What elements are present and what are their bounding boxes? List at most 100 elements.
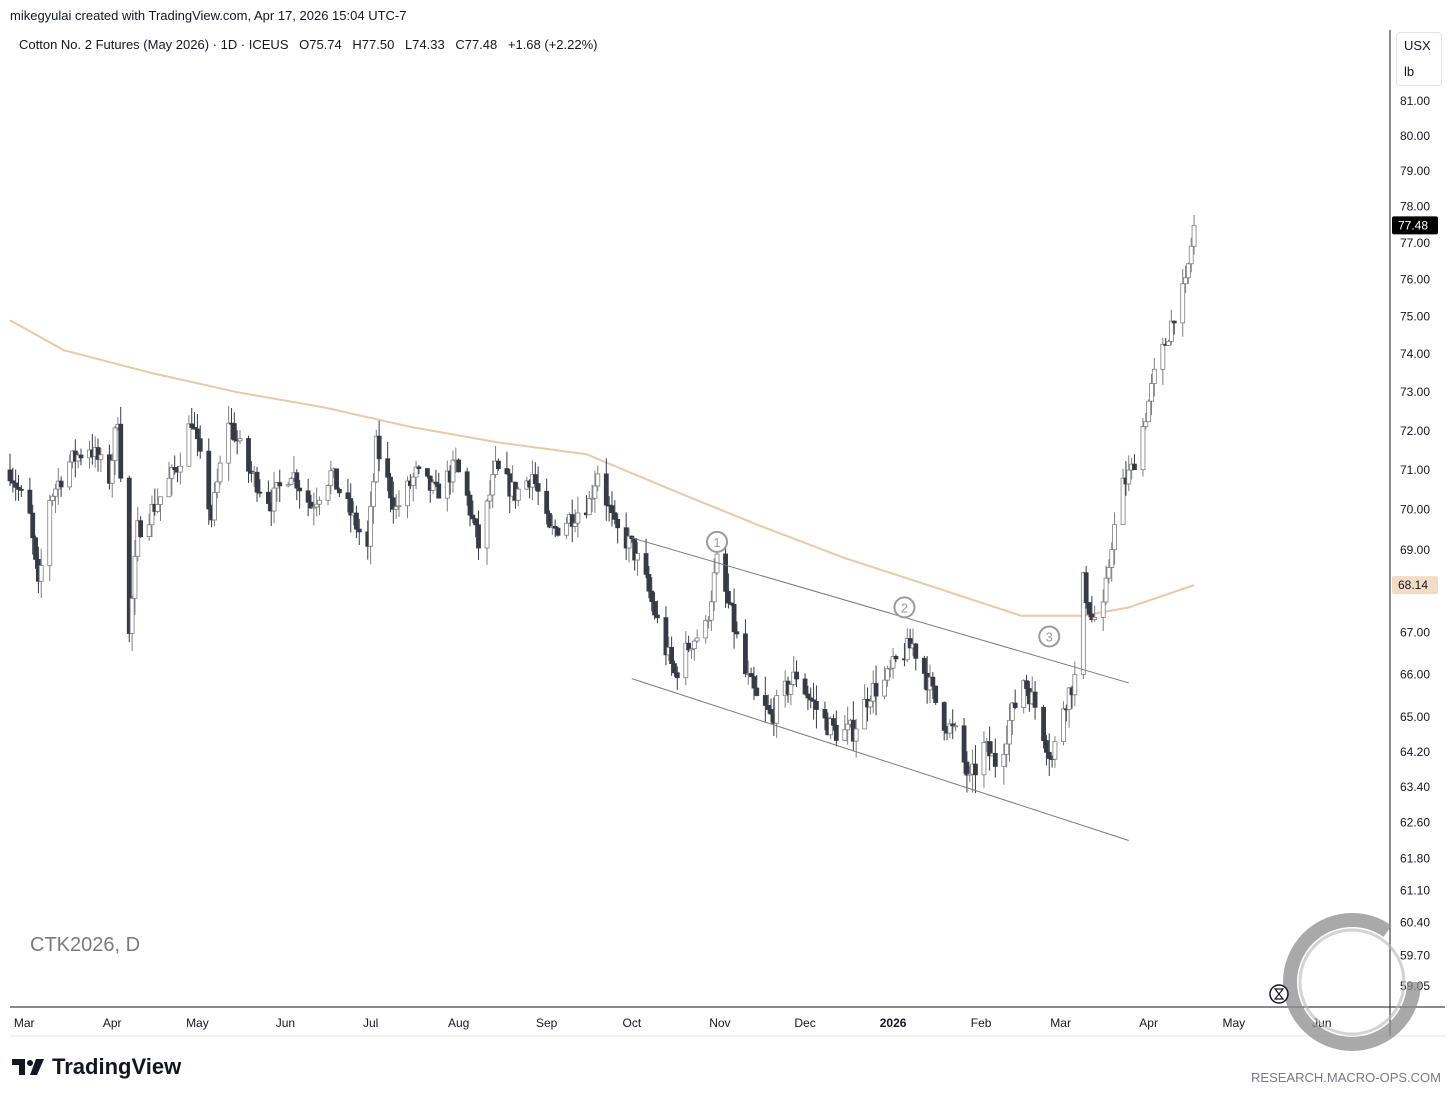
legend-title: Cotton No. 2 Futures (May 2026) · 1D · I… <box>19 37 289 52</box>
time-axis[interactable]: Mar Apr May Jun Jul Aug Sep Oct Nov Dec 2026 Feb Mar… <box>14 1016 1332 1030</box>
candle <box>734 621 740 639</box>
candle <box>1089 596 1095 623</box>
wave-marker[interactable]: 3 <box>1038 625 1061 648</box>
candle <box>47 494 53 581</box>
candle <box>691 639 697 661</box>
y-tick-label: 73.00 <box>1400 385 1430 399</box>
candle <box>643 538 649 579</box>
candle <box>973 745 978 794</box>
candle <box>1044 735 1049 766</box>
y-tick-label: 71.00 <box>1400 463 1430 477</box>
candle <box>294 469 300 501</box>
candle <box>768 698 774 723</box>
y-tick-label: 62.60 <box>1400 816 1430 830</box>
candle <box>1168 309 1174 345</box>
candle <box>484 499 490 565</box>
candle <box>7 453 13 486</box>
candle <box>1160 337 1166 385</box>
moving-average-layer <box>9 319 1195 617</box>
legend-close: C77.48 <box>455 37 498 52</box>
candle <box>589 484 595 513</box>
candle <box>1004 725 1010 768</box>
candle <box>385 441 391 492</box>
candle <box>186 415 192 467</box>
candle <box>1166 339 1171 346</box>
candle <box>1120 468 1126 525</box>
candle <box>646 565 652 599</box>
y-tick-label: 64.20 <box>1400 745 1430 759</box>
candle <box>1046 733 1052 777</box>
candle <box>555 526 561 537</box>
candle <box>172 455 178 475</box>
candle <box>314 487 320 517</box>
candle <box>467 491 473 527</box>
time-zone-icon[interactable] <box>1269 984 1289 1004</box>
wave-marker[interactable]: 1 <box>706 530 729 553</box>
candle <box>354 505 359 539</box>
x-tick-label: Jul <box>363 1016 378 1030</box>
y-tick-label: 74.00 <box>1400 347 1430 361</box>
candle <box>10 467 16 493</box>
channel-upper-line[interactable] <box>631 537 1129 684</box>
candle <box>811 682 816 720</box>
annotations-layer: 1 2 3 <box>706 530 1061 648</box>
candle <box>78 448 84 466</box>
candle <box>192 411 197 430</box>
channel-lower-line[interactable] <box>631 678 1129 841</box>
price-badges: 77.48 68.14 <box>1392 216 1438 595</box>
wave-marker[interactable]: 2 <box>893 596 916 619</box>
unit-label[interactable]: lb <box>1404 64 1415 79</box>
candle <box>964 751 970 793</box>
candle <box>802 673 808 696</box>
x-tick-label: Jun <box>276 1016 295 1030</box>
brand-name: TradingView <box>52 1054 182 1079</box>
candle <box>297 479 303 509</box>
candle <box>921 655 927 690</box>
candle <box>1149 373 1154 416</box>
candle <box>1024 674 1029 697</box>
candle <box>149 495 155 538</box>
candle <box>1188 237 1194 273</box>
candle <box>743 619 748 678</box>
candle <box>126 475 132 643</box>
candle <box>38 548 44 599</box>
x-tick-label: May <box>186 1016 209 1030</box>
candle <box>1183 265 1188 293</box>
candle <box>725 573 731 609</box>
candle <box>706 616 711 629</box>
candle <box>933 685 939 705</box>
last-price-badge-text: 77.48 <box>1398 218 1428 232</box>
candle <box>95 438 101 472</box>
candle <box>845 706 851 745</box>
tradingview-brand[interactable]: TradingView <box>12 1054 181 1080</box>
candle <box>535 466 541 506</box>
candle <box>237 430 243 445</box>
candle <box>1061 701 1066 746</box>
candle <box>135 507 141 562</box>
currency-label[interactable]: USX <box>1404 38 1431 53</box>
candle <box>711 558 717 611</box>
legend-open: O75.74 <box>299 37 342 52</box>
author-credit: mikegyulai created with TradingView.com,… <box>10 8 407 23</box>
candle <box>118 406 124 483</box>
candle <box>694 629 700 643</box>
unit-selector[interactable] <box>1396 32 1442 86</box>
candle <box>476 510 481 561</box>
candle <box>336 487 342 497</box>
candle <box>728 602 734 607</box>
candle <box>487 480 493 509</box>
candle <box>50 493 55 506</box>
candle <box>504 451 510 475</box>
candle <box>544 478 550 525</box>
candle <box>98 447 104 473</box>
candle <box>1009 701 1015 736</box>
y-tick-label: 66.00 <box>1400 667 1430 681</box>
candle <box>853 718 859 758</box>
candle <box>788 683 794 706</box>
candle <box>1146 399 1152 423</box>
candle <box>254 466 260 502</box>
candle <box>155 488 161 514</box>
candle <box>197 425 203 459</box>
candle <box>1103 565 1109 605</box>
